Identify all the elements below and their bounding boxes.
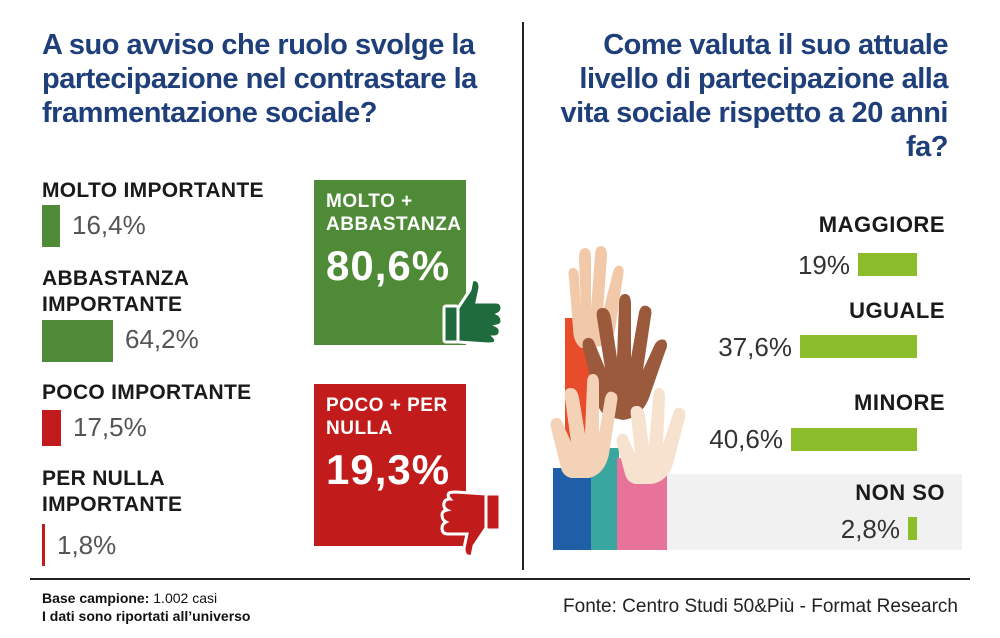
sample-base: Base campione: 1.002 casi [42,590,217,606]
source-credit: Fonte: Centro Studi 50&Più - Format Rese… [563,596,958,617]
summary-value: 80,6% [326,242,451,289]
thumbs-down-icon [440,490,502,558]
bar-per-nulla-importante [42,524,45,566]
raised-hands-illustration [550,246,686,550]
sample-base-value: 1.002 casi [153,590,218,606]
category-label: ABBASTANZA IMPORTANTE [42,267,189,316]
category-label: NON SO [855,480,945,505]
data-note: I dati sono riportati all’universo [42,608,251,624]
value-label: 37,6% [718,332,792,362]
sample-base-label: Base campione: [42,590,150,606]
bar-poco-importante [42,410,61,446]
category-label: UGUALE [849,298,945,323]
thumbs-up-icon [442,278,504,346]
category-label: MOLTO IMPORTANTE [42,179,264,202]
bar-molto-importante [42,205,60,247]
vertical-divider [522,22,524,570]
category-label: PER NULLA IMPORTANTE [42,467,183,516]
category-label: POCO IMPORTANTE [42,381,252,404]
value-label: 64,2% [125,324,199,354]
value-label: 40,6% [709,424,783,454]
value-label: 2,8% [840,514,900,544]
summary-value: 19,3% [326,446,451,493]
value-label: 1,8% [57,530,117,560]
value-label: 16,4% [72,210,146,240]
right-chart: MAGGIORE 19% UGUALE 37,6% MINORE 40,6% N… [525,0,1000,575]
value-label: 17,5% [73,412,147,442]
left-chart: MOLTO IMPORTANTE 16,4% ABBASTANZA IMPORT… [0,0,520,575]
bar-non-so [908,517,917,540]
footer-divider [30,578,970,580]
category-label: MAGGIORE [818,212,945,237]
bar-uguale [800,335,917,358]
summary-box-positive: MOLTO + ABBASTANZA 80,6% [314,180,466,345]
summary-label: POCO + PER NULLA [326,395,448,439]
left-chart-title: A suo avviso che ruolo svolge la parteci… [42,29,477,129]
summary-box-negative: POCO + PER NULLA 19,3% [314,384,466,546]
summary-label: MOLTO + ABBASTANZA [326,191,462,235]
bar-abbastanza-importante [42,320,113,362]
bar-minore [791,428,917,451]
value-label: 19% [797,250,850,280]
bar-maggiore [858,253,917,276]
right-chart-title: Come valuta il suo attuale livello di pa… [560,29,949,163]
category-label: MINORE [854,390,945,415]
